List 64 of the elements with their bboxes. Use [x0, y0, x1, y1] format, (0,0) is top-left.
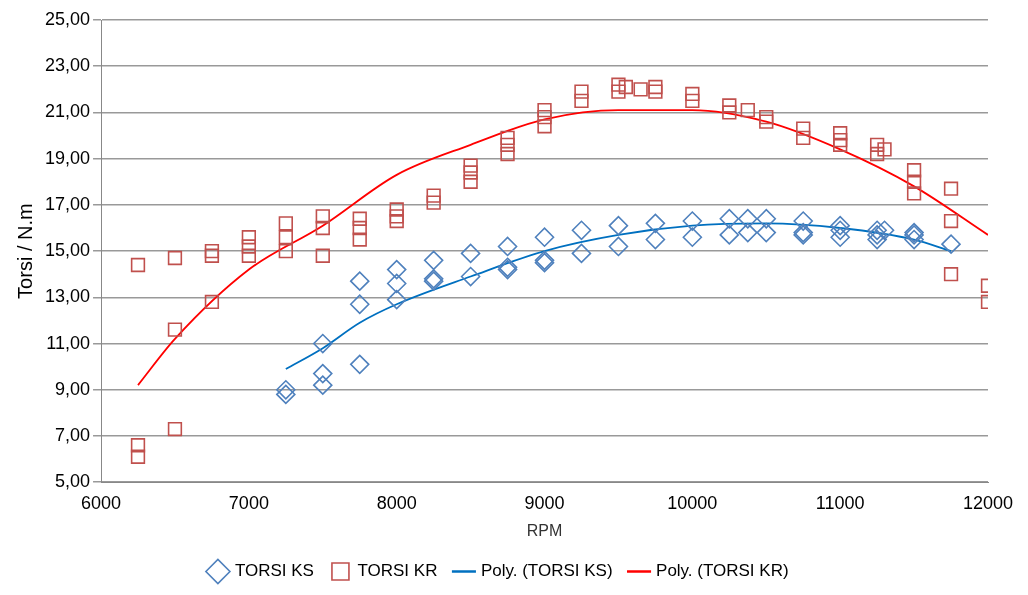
y-tick-label: 25,00 — [45, 8, 91, 29]
point — [793, 211, 814, 231]
y-tick-label: 7,00 — [55, 424, 91, 445]
point — [645, 229, 666, 250]
x-tick-label: 9000 — [524, 492, 565, 513]
point — [874, 220, 895, 241]
point — [312, 375, 333, 395]
point — [719, 225, 740, 245]
y-tick-label: 9,00 — [55, 378, 91, 399]
y-tick-label: 23,00 — [45, 55, 91, 76]
point — [867, 225, 887, 245]
legend-label: Poly. (TORSI KR) — [656, 561, 789, 581]
point — [349, 354, 370, 375]
x-tick-label: 11000 — [815, 492, 865, 513]
y-tick-label: 15,00 — [45, 240, 91, 261]
point — [830, 215, 850, 236]
x-tick-label: 8000 — [376, 492, 417, 513]
point — [386, 273, 407, 294]
point — [904, 229, 924, 250]
y-tick-label: 21,00 — [45, 101, 91, 122]
point — [830, 227, 850, 248]
point — [571, 243, 592, 264]
point — [830, 220, 850, 241]
x-axis-title: RPM — [526, 521, 563, 539]
point — [497, 236, 518, 257]
point — [276, 384, 296, 405]
x-tick-label: 7000 — [228, 492, 269, 513]
point — [737, 222, 758, 243]
point — [867, 229, 887, 250]
point — [682, 227, 703, 248]
y-tick-label: 17,00 — [45, 193, 91, 214]
point — [608, 236, 629, 257]
x-tick-label: 6000 — [81, 492, 122, 513]
point — [719, 208, 740, 229]
y-axis-title: Torsi / N.m — [13, 203, 36, 299]
point — [386, 259, 407, 280]
y-tick-label: 19,00 — [45, 147, 91, 168]
point — [423, 250, 444, 271]
point — [349, 294, 370, 315]
point — [460, 266, 481, 287]
point — [534, 227, 555, 248]
y-tick-label: 13,00 — [45, 286, 91, 307]
y-tick-label: 11,00 — [46, 332, 91, 353]
point — [867, 220, 887, 241]
point — [312, 363, 333, 384]
point — [312, 333, 333, 354]
point — [276, 379, 296, 400]
point — [608, 215, 629, 236]
y-tick-label: 5,00 — [55, 471, 91, 492]
x-tick-label: 10000 — [667, 492, 718, 513]
point — [645, 213, 666, 234]
point — [941, 234, 961, 254]
point — [460, 243, 481, 264]
point — [756, 208, 777, 229]
x-tick-label: 12000 — [962, 492, 1014, 513]
point — [737, 208, 758, 229]
point — [571, 220, 592, 241]
legend-label: Poly. (TORSI KS) — [480, 561, 613, 581]
legend-label: TORSI KR — [357, 561, 438, 581]
point — [756, 222, 777, 243]
point — [682, 211, 703, 231]
point — [349, 271, 370, 291]
legend-label: TORSI KS — [234, 561, 314, 581]
point — [386, 289, 407, 310]
